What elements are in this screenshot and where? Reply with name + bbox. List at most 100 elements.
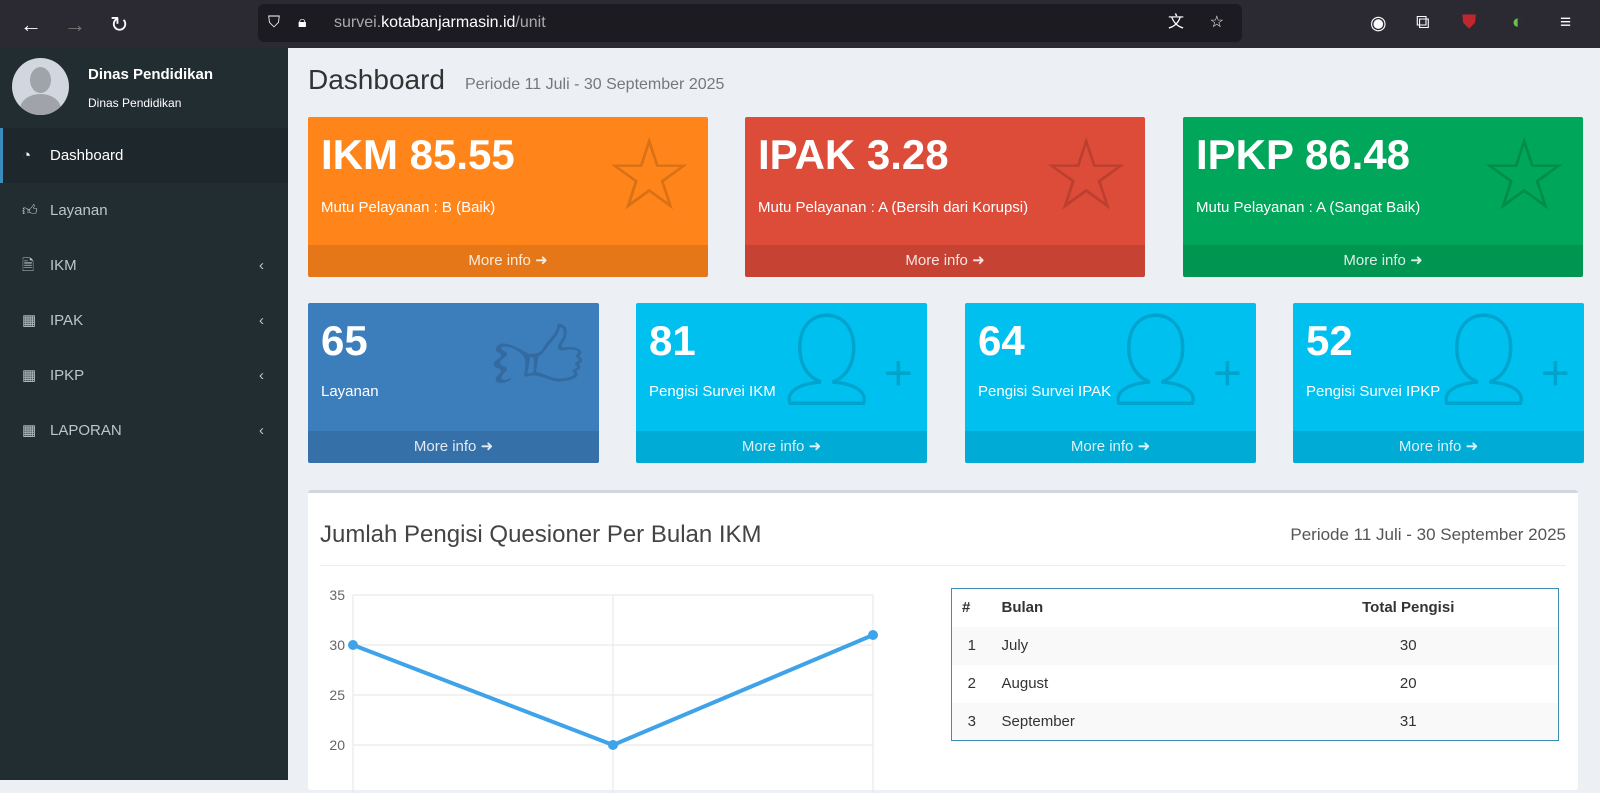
avatar: [12, 58, 69, 115]
more-info-label: More info: [1343, 252, 1406, 269]
main-content: Dashboard Periode 11 Juli - 30 September …: [288, 48, 1600, 793]
stat-label: Mutu Pelayanan : B (Baik): [321, 199, 496, 216]
sidebar-item-ipkp[interactable]: ▦ IPKP ‹: [0, 348, 288, 403]
reload-icon[interactable]: ↻: [110, 12, 129, 37]
sidebar-item-laporan[interactable]: ▦ LAPORAN ‹: [0, 403, 288, 458]
data-point[interactable]: [348, 640, 358, 650]
forward-icon[interactable]: →: [64, 12, 86, 37]
line-chart: 20 25 30 35: [329, 587, 878, 793]
y-tick-label: 25: [329, 687, 345, 703]
table-row: 3 September 31: [951, 702, 1559, 741]
stat-box-top: IPAK 3.28 Mutu Pelayanan : A (Bersih dar…: [745, 117, 1145, 277]
cell-index: 2: [967, 675, 976, 692]
url-prefix: survei.: [334, 14, 382, 31]
sidebar-item-ikm[interactable]: 🗎 IKM ‹: [0, 238, 288, 293]
translate-icon[interactable]: 文: [1167, 14, 1184, 31]
data-point[interactable]: [868, 630, 878, 640]
extension-icon[interactable]: ◐: [1512, 12, 1524, 33]
more-info-label: More info: [1070, 438, 1134, 455]
sidebar-item-dashboard[interactable]: ◔ Dashboard: [0, 128, 288, 183]
cell-total: 30: [1258, 626, 1559, 665]
y-tick-label: 35: [329, 587, 345, 603]
sidebar-item-layanan[interactable]: 👍︎ Layanan: [0, 183, 288, 238]
more-info-link[interactable]: More info ➜: [745, 245, 1145, 277]
chevron-left-icon: ‹: [259, 312, 264, 329]
stat-box-small: 81 Pengisi Survei IKM 👤︎+ More info ➜: [636, 303, 927, 463]
cell-total: 20: [1399, 675, 1417, 692]
panel-title: Jumlah Pengisi Quesioner Per Bulan IKM: [320, 521, 762, 548]
sidebar-item-ipak[interactable]: ▦ IPAK ‹: [0, 293, 288, 348]
stat-label: Pengisi Survei IPKP: [1306, 383, 1441, 400]
user-name: Dinas Pendidikan: [88, 66, 214, 83]
stat-box-small: 52 Pengisi Survei IPKP 👤︎+ More info ➜: [1293, 303, 1584, 463]
table-row: 2 August 20: [952, 665, 1559, 703]
stat-label: Pengisi Survei IKM: [649, 383, 776, 400]
more-info-link[interactable]: More info ➜: [636, 431, 927, 463]
more-info-link[interactable]: More info ➜: [308, 431, 599, 463]
cell-month: July: [991, 626, 1259, 665]
stat-box-top: IKM 85.55 Mutu Pelayanan : B (Baik) ☆ Mo…: [308, 117, 708, 277]
cell-month: August: [1001, 675, 1049, 692]
dashboard-icon: ◔: [22, 147, 32, 164]
cell-month: September: [991, 702, 1259, 741]
table-row: 1 July 30: [951, 626, 1559, 665]
more-info-label: More info: [468, 252, 531, 269]
more-info-label: More info: [413, 438, 477, 455]
star-icon: ☆: [1041, 119, 1131, 231]
stat-label: Pengisi Survei IPAK: [978, 383, 1112, 400]
back-icon[interactable]: ←: [20, 12, 42, 37]
thumbs-up-icon: 👍︎: [22, 202, 38, 219]
extensions-icon[interactable]: ⧉: [1416, 12, 1430, 33]
lock-icon: 🔒︎: [298, 14, 307, 31]
arrow-circle-right-icon: ➜: [480, 438, 494, 455]
sidebar: Dinas Pendidikan Dinas Pendidikan ◔ Dashb…: [0, 48, 288, 780]
ublock-icon[interactable]: ⛊: [1462, 12, 1477, 33]
page-title: Dashboard Periode 11 Juli - 30 September …: [308, 64, 724, 96]
bookmark-star-icon[interactable]: ☆: [1209, 14, 1224, 31]
stat-value: IKM 85.55: [321, 131, 515, 178]
stat-label: Mutu Pelayanan : A (Sangat Baik): [1196, 199, 1421, 216]
page-period: Periode 11 Juli - 30 September 2025: [464, 76, 725, 93]
more-info-link[interactable]: More info ➜: [1183, 245, 1583, 277]
sidebar-item-label: IPAK: [50, 312, 84, 329]
sidebar-item-label: IKM: [50, 257, 77, 274]
arrow-circle-right-icon: ➜: [1465, 438, 1479, 455]
more-info-link[interactable]: More info ➜: [965, 431, 1256, 463]
more-info-link[interactable]: More info ➜: [308, 245, 708, 277]
browser-toolbar: ← → ↻ ⛉ 🔒︎ survei.kotabanjarmasin.id/uni…: [0, 0, 1600, 48]
more-info-label: More info: [1398, 438, 1462, 455]
chevron-left-icon: ‹: [259, 257, 264, 274]
sidebar-item-label: LAPORAN: [50, 422, 122, 439]
stat-box-small: 64 Pengisi Survei IPAK 👤︎+ More info ➜: [965, 303, 1256, 463]
table-icon: ▦: [22, 312, 37, 329]
account-icon[interactable]: ◉: [1370, 13, 1387, 34]
sidebar-item-label: Layanan: [50, 202, 108, 219]
arrow-circle-right-icon: ➜: [1137, 438, 1151, 455]
shield-icon: ⛉: [268, 14, 281, 31]
cell-index: 3: [951, 702, 992, 741]
table-icon: ▦: [22, 422, 37, 439]
title-text: Dashboard: [308, 64, 445, 95]
stat-value: IPKP 86.48: [1196, 131, 1411, 178]
url-bar[interactable]: ⛉ 🔒︎ survei.kotabanjarmasin.id/unit 文 ☆: [258, 4, 1242, 42]
sidebar-item-label: IPKP: [50, 367, 85, 384]
stat-box-small: 65 Layanan 👍︎ More info ➜: [308, 303, 599, 463]
table-icon: ▦: [22, 367, 37, 384]
stat-value: 65: [321, 317, 368, 364]
more-info-link[interactable]: More info ➜: [1293, 431, 1584, 463]
col-header: Total Pengisi: [1362, 599, 1455, 617]
arrow-circle-right-icon: ➜: [972, 252, 985, 269]
y-tick-label: 30: [329, 637, 345, 653]
sidebar-item-label: Dashboard: [50, 147, 124, 164]
stat-value: 52: [1306, 317, 1353, 364]
menu-icon[interactable]: ≡: [1560, 12, 1572, 33]
col-header: #: [962, 599, 971, 617]
y-tick-label: 20: [329, 737, 345, 753]
more-info-label: More info: [905, 252, 968, 269]
arrow-circle-right-icon: ➜: [535, 252, 548, 269]
cell-total: 31: [1258, 702, 1559, 741]
star-icon: ☆: [604, 119, 694, 231]
panel-period: Periode 11 Juli - 30 September 2025: [1290, 525, 1566, 544]
star-icon: ☆: [1479, 119, 1569, 231]
data-point[interactable]: [608, 740, 618, 750]
